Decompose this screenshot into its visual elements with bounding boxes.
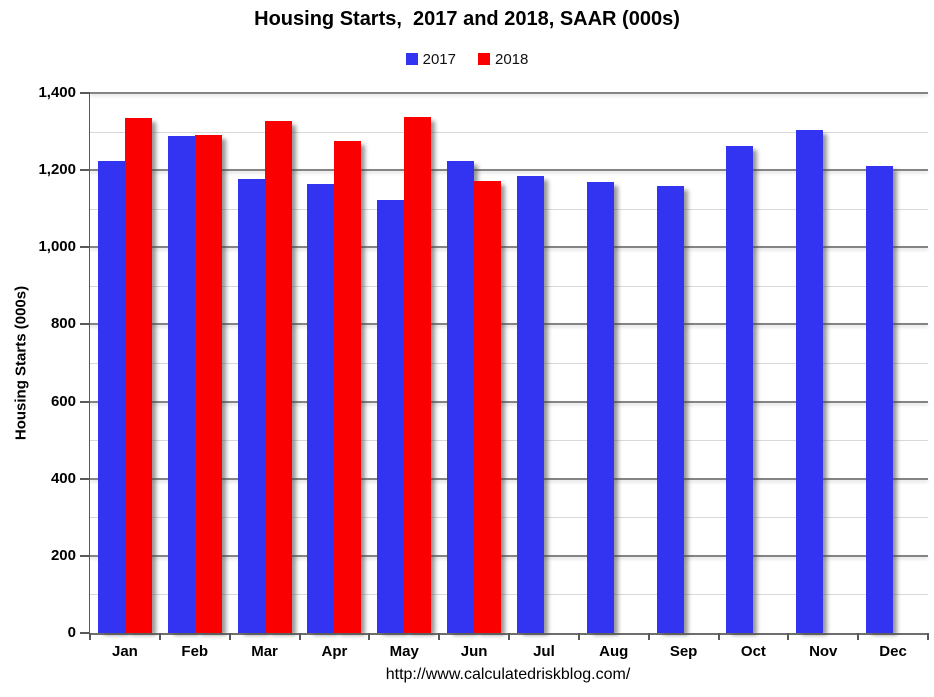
chart-title: Housing Starts, 2017 and 2018, SAAR (000… xyxy=(254,8,680,30)
x-axis-tick xyxy=(787,633,790,640)
x-tick-label-jun: Jun xyxy=(460,643,488,660)
x-axis-tick xyxy=(717,633,720,640)
major-gridline xyxy=(90,554,928,557)
minor-gridline xyxy=(90,363,928,364)
x-tick-label-apr: Apr xyxy=(321,643,348,660)
x-axis-tick xyxy=(89,633,91,640)
bar-2017-apr xyxy=(307,184,335,633)
legend-swatch-2018 xyxy=(478,53,490,65)
minor-gridline xyxy=(90,208,928,210)
major-gridline xyxy=(90,477,928,480)
x-axis-tick xyxy=(438,633,441,640)
bar-2018-jan xyxy=(124,118,152,633)
legend-item-2017: 2017 xyxy=(405,50,456,68)
y-axis-tick xyxy=(80,169,90,172)
bar-2017-aug xyxy=(586,181,614,633)
bar-2018-may xyxy=(404,117,432,633)
x-axis-tick xyxy=(368,633,371,640)
x-axis-tick xyxy=(927,633,929,640)
x-tick-label-jan: Jan xyxy=(111,643,138,660)
minor-gridline xyxy=(90,131,928,133)
major-gridline xyxy=(90,169,928,172)
bar-2017-feb xyxy=(167,136,195,633)
x-tick-label-dec: Dec xyxy=(879,643,907,660)
x-axis-tick xyxy=(228,633,231,640)
y-tick-label: 200 xyxy=(50,546,76,564)
legend-item-2018: 2018 xyxy=(478,51,528,68)
bar-2017-jan xyxy=(97,160,125,633)
x-tick-label-aug: Aug xyxy=(599,643,629,660)
x-axis-tick xyxy=(158,633,161,640)
bar-2017-may xyxy=(377,200,405,633)
y-tick-label: 0 xyxy=(67,624,76,641)
x-tick-label-feb: Feb xyxy=(181,643,209,660)
x-tick-label-nov: Nov xyxy=(809,643,838,660)
y-axis-tick xyxy=(80,246,90,249)
bar-2018-feb xyxy=(194,135,222,633)
minor-gridline xyxy=(90,440,928,442)
bar-2017-jul xyxy=(516,176,544,633)
y-tick-label: 600 xyxy=(50,392,76,410)
y-tick-label: 400 xyxy=(50,469,76,487)
minor-gridline xyxy=(90,517,928,519)
x-axis-tick xyxy=(577,633,580,640)
bar-2017-sep xyxy=(656,186,684,633)
x-axis-tick xyxy=(647,633,650,640)
x-axis-tick xyxy=(508,633,510,640)
y-axis-tick xyxy=(80,554,90,557)
bar-2017-mar xyxy=(237,178,265,633)
x-tick-label-sep: Sep xyxy=(669,643,698,660)
major-gridline xyxy=(90,400,928,403)
major-gridline xyxy=(90,323,928,326)
bar-2017-nov xyxy=(796,130,824,633)
y-axis-tick xyxy=(80,400,90,403)
major-gridline xyxy=(90,92,928,94)
x-tick-label-jul: Jul xyxy=(533,643,555,660)
y-axis-tick xyxy=(80,92,90,94)
x-axis-tick xyxy=(298,633,301,640)
minor-gridline xyxy=(90,285,928,287)
bar-2017-dec xyxy=(866,166,894,633)
minor-gridline xyxy=(90,594,928,596)
y-tick-label: 1,400 xyxy=(38,84,76,101)
x-tick-label-mar: Mar xyxy=(251,643,278,660)
bar-2017-jun xyxy=(447,160,475,633)
y-tick-label: 1,200 xyxy=(38,161,76,179)
major-gridline xyxy=(90,246,928,249)
y-axis-tick xyxy=(80,323,90,326)
x-tick-label-may: May xyxy=(389,643,419,660)
x-tick-label-oct: Oct xyxy=(740,643,766,660)
bar-2018-jun xyxy=(474,180,502,633)
y-tick-label: 800 xyxy=(50,315,76,333)
legend-label-2017: 2017 xyxy=(422,50,456,68)
legend-label-2018: 2018 xyxy=(495,50,529,68)
x-axis-tick xyxy=(857,633,860,640)
y-axis-tick xyxy=(80,632,90,634)
y-tick-label: 1,000 xyxy=(38,238,76,256)
bar-2017-oct xyxy=(726,145,754,633)
chart-legend: 2017 2018 xyxy=(0,50,934,68)
source-url: http://www.calculatedriskblog.com/ xyxy=(385,666,631,683)
bar-2018-apr xyxy=(334,140,362,633)
plot-area: 0 200 400 600 800 1,000 1,200 1,400 Jan Feb Mar Apr… xyxy=(38,84,929,660)
bar-2018-mar xyxy=(264,121,292,633)
y-axis-title: Housing Starts (000s) xyxy=(12,285,30,441)
legend-swatch-2017 xyxy=(405,53,418,65)
y-axis-tick xyxy=(80,477,90,480)
